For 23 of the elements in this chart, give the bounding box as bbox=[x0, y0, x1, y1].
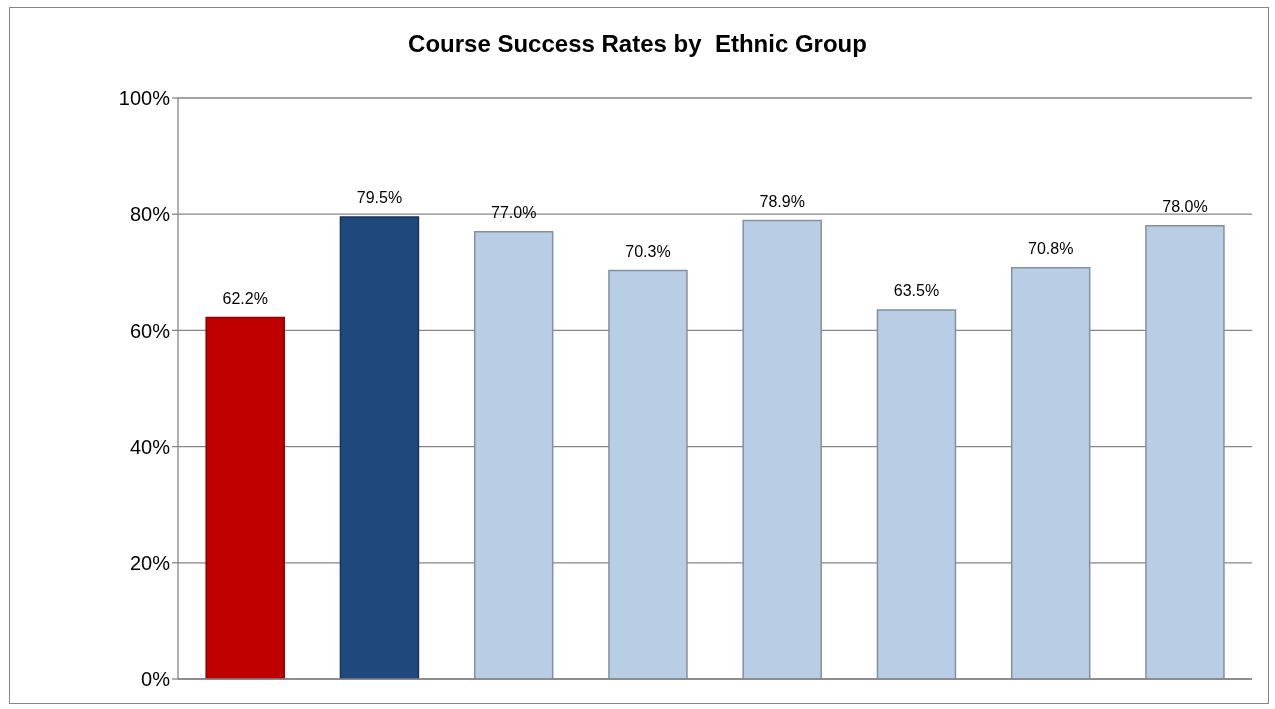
bar bbox=[1010, 266, 1091, 679]
data-label: 70.8% bbox=[1028, 239, 1074, 257]
bar bbox=[473, 230, 554, 679]
bar bbox=[608, 269, 688, 679]
bar bbox=[205, 316, 285, 679]
bar bbox=[339, 216, 420, 679]
data-label: 77.0% bbox=[491, 203, 537, 221]
y-tick-label: 40% bbox=[129, 435, 171, 458]
y-tick-label: 80% bbox=[129, 203, 171, 226]
y-tick-label: 100% bbox=[118, 87, 171, 110]
bar bbox=[876, 309, 957, 679]
y-tick-label: 20% bbox=[129, 551, 171, 574]
y-tick-label: 0% bbox=[141, 668, 171, 691]
data-label: 63.5% bbox=[893, 282, 940, 300]
bar bbox=[742, 219, 822, 679]
data-label: 62.2% bbox=[222, 289, 268, 307]
data-label: 79.5% bbox=[356, 189, 403, 207]
data-label: 70.3% bbox=[625, 242, 671, 260]
data-label: 78.9% bbox=[759, 192, 805, 210]
chart-title: Course Success Rates by Ethnic Group bbox=[407, 30, 868, 58]
data-label: 78.0% bbox=[1162, 197, 1208, 215]
bar bbox=[1145, 225, 1225, 679]
y-tick-label: 60% bbox=[129, 319, 171, 342]
